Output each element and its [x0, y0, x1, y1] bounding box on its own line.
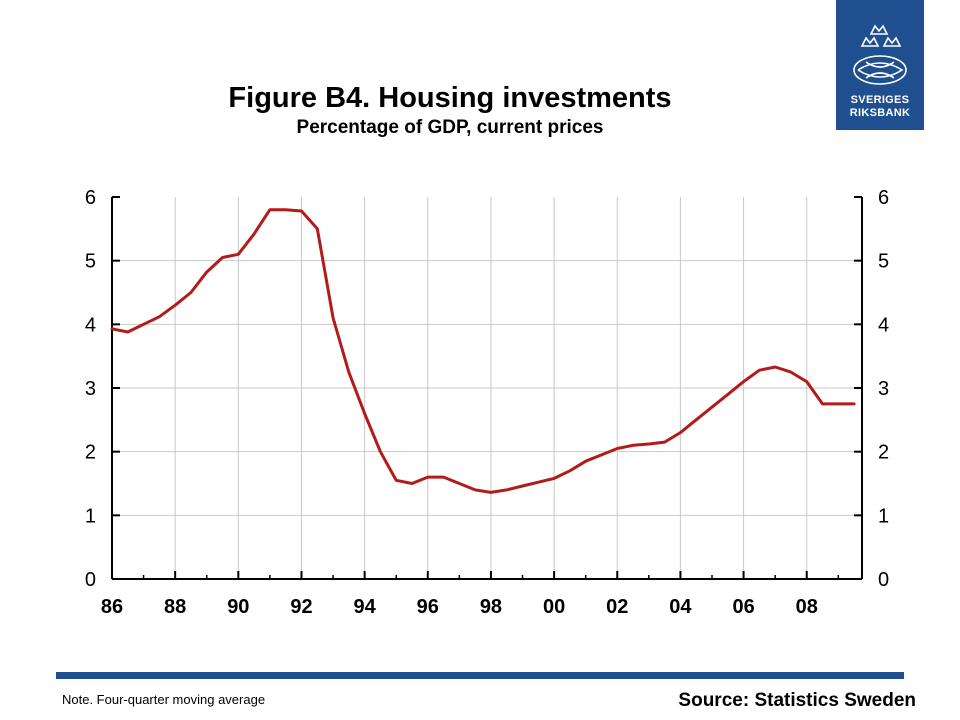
x-tick-label: 02 — [606, 596, 628, 618]
y-tick-label-right: 5 — [878, 251, 889, 273]
y-tick-label-right: 0 — [878, 569, 889, 591]
y-tick-label-left: 2 — [85, 442, 96, 464]
x-tick-label: 92 — [290, 596, 312, 618]
y-tick-label-left: 3 — [85, 378, 96, 400]
y-tick-label-left: 5 — [85, 251, 96, 273]
line-chart: 0 01 12 23 34 45 56 686 88 90 92 94 96 98 00 02 04 06 08 — [85, 187, 889, 618]
y-tick-label-left: 6 — [85, 187, 96, 209]
y-tick-label-right: 3 — [878, 378, 889, 400]
x-tick-label: 94 — [354, 596, 377, 618]
y-tick-label-left: 1 — [85, 505, 96, 527]
logo-text-riksbank: RIKSBANK — [849, 107, 911, 119]
series-line-housing-investments — [110, 208, 856, 494]
x-tick-label: 96 — [417, 596, 439, 618]
footnote: Note. Four-quarter moving average — [62, 692, 266, 707]
chart-title: Figure B4. Housing investments — [228, 82, 672, 114]
x-tick-label: 08 — [796, 596, 818, 618]
x-tick-label: 04 — [669, 596, 692, 618]
y-tick-label-right: 4 — [878, 314, 889, 336]
y-tick-label-right: 1 — [878, 505, 889, 527]
y-tick-label-left: 4 — [85, 314, 96, 336]
riksbank-crest-icon — [853, 24, 907, 85]
x-tick-label: 98 — [480, 596, 502, 618]
y-tick-label-right: 6 — [878, 187, 889, 209]
logo-text-sveriges: SVERIGES — [850, 94, 910, 106]
title-block: Figure B4. Housing investments Percentag… — [90, 80, 810, 140]
bottom-divider-bar — [56, 672, 904, 679]
y-tick-label-right: 2 — [878, 442, 889, 464]
riksbank-logo: SVERIGES RIKSBANK — [836, 0, 924, 130]
chart-subtitle: Percentage of GDP, current prices — [296, 117, 604, 138]
x-tick-label: 88 — [164, 596, 186, 618]
x-tick-label: 06 — [732, 596, 754, 618]
x-tick-label: 90 — [227, 596, 249, 618]
source-label: Source: Statistics Sweden — [678, 690, 916, 711]
x-tick-label: 86 — [101, 596, 123, 618]
x-tick-label: 00 — [543, 596, 565, 618]
y-tick-label-left: 0 — [85, 569, 96, 591]
